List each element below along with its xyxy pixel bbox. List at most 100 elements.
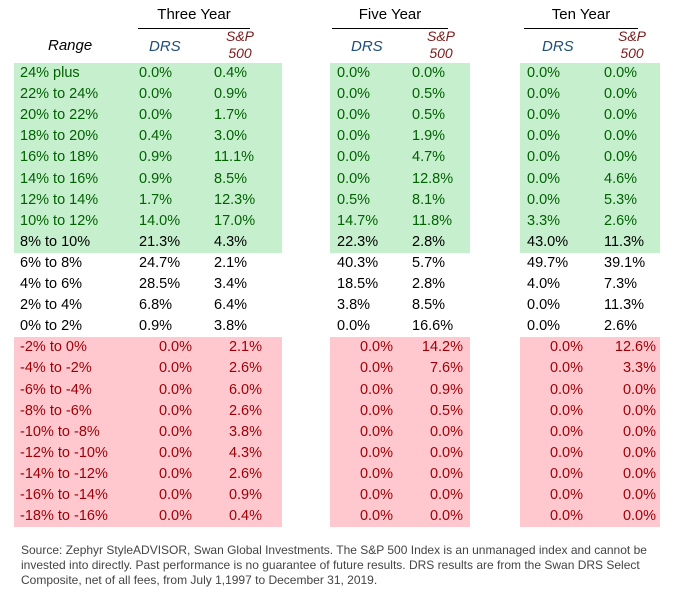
drs-value-cell: 0.0% bbox=[158, 360, 192, 377]
row-range-label: 2% to 4% bbox=[20, 297, 83, 314]
green-band bbox=[520, 63, 660, 253]
row-range-label: 22% to 24% bbox=[20, 86, 99, 103]
sp500-value-cell: 2.6% bbox=[604, 318, 638, 335]
sp500-value-cell: 2.1% bbox=[214, 254, 248, 271]
row-range-label: -6% to -4% bbox=[20, 381, 92, 398]
drs-value-cell: 0.0% bbox=[549, 339, 583, 356]
sp500-value-cell: 7.6% bbox=[429, 360, 463, 377]
sp500-value-cell: 3.4% bbox=[214, 276, 248, 292]
drs-value-cell: 1.7% bbox=[139, 191, 173, 208]
green-band bbox=[330, 63, 470, 253]
sp500-value-cell: 0.0% bbox=[622, 423, 656, 440]
sp500-value-cell: 0.0% bbox=[622, 402, 656, 419]
drs-value-cell: 0.9% bbox=[139, 149, 173, 166]
drs-value-cell: 0.0% bbox=[337, 107, 371, 124]
drs-value-cell: 0.0% bbox=[527, 86, 561, 103]
sp500-value-cell: 39.1% bbox=[604, 254, 646, 271]
drs-value-cell: 0.0% bbox=[527, 149, 561, 166]
drs-column-header: DRS bbox=[149, 38, 181, 55]
red-band bbox=[330, 337, 470, 528]
drs-value-cell: 49.7% bbox=[527, 254, 569, 271]
drs-value-cell: 0.0% bbox=[139, 107, 173, 124]
drs-value-cell: 0.0% bbox=[549, 508, 583, 525]
drs-value-cell: 0.0% bbox=[359, 465, 393, 482]
sp500-value-cell: 0.0% bbox=[622, 487, 656, 503]
sp500-value-cell: 1.9% bbox=[412, 128, 446, 145]
drs-value-cell: 18.5% bbox=[337, 276, 379, 292]
sp500-value-cell: 3.0% bbox=[214, 128, 248, 145]
sp500-value-cell: 0.0% bbox=[429, 423, 463, 440]
row-range-label: -10% to -8% bbox=[20, 423, 100, 440]
row-range-label: 12% to 14% bbox=[20, 191, 99, 208]
drs-value-cell: 0.0% bbox=[359, 402, 393, 419]
drs-value-cell: 0.0% bbox=[359, 487, 393, 503]
row-range-label: 14% to 16% bbox=[20, 170, 99, 187]
drs-value-cell: 0.0% bbox=[158, 444, 192, 461]
sp500-value-cell: 0.9% bbox=[214, 86, 248, 103]
sp500-value-cell: 8.5% bbox=[412, 297, 446, 314]
sp500-value-cell: 0.0% bbox=[604, 128, 638, 145]
period-header-three-year: Three Year bbox=[138, 2, 250, 29]
row-range-label: -12% to -10% bbox=[20, 444, 108, 461]
sp500-value-cell: 4.3% bbox=[228, 444, 262, 461]
row-range-label: -8% to -6% bbox=[20, 402, 92, 419]
drs-value-cell: 0.0% bbox=[527, 128, 561, 145]
sp500-value-cell: 7.3% bbox=[604, 276, 638, 292]
drs-value-cell: 0.0% bbox=[527, 170, 561, 187]
sp500-value-cell: 5.3% bbox=[604, 191, 638, 208]
sp500-value-cell: 0.0% bbox=[429, 465, 463, 482]
sp500-value-cell: 6.4% bbox=[214, 297, 248, 314]
sp500-value-cell: 4.3% bbox=[214, 233, 248, 250]
sp500-value-cell: 2.8% bbox=[412, 233, 446, 250]
drs-value-cell: 14.7% bbox=[337, 212, 379, 229]
drs-value-cell: 0.0% bbox=[527, 107, 561, 124]
drs-value-cell: 0.0% bbox=[139, 86, 173, 103]
sp500-value-cell: 2.6% bbox=[604, 212, 638, 229]
drs-value-cell: 0.0% bbox=[549, 423, 583, 440]
row-range-label: 4% to 6% bbox=[20, 276, 83, 292]
drs-value-cell: 14.0% bbox=[139, 212, 181, 229]
sp500-column-header: S&P 500 bbox=[617, 28, 646, 61]
sp500-value-cell: 1.7% bbox=[214, 107, 248, 124]
sp500-value-cell: 0.5% bbox=[412, 86, 446, 103]
drs-value-cell: 0.0% bbox=[549, 465, 583, 482]
row-range-label: -18% to -16% bbox=[20, 508, 108, 525]
table-body: 24% plus 0.0% 0.4% 0.0% 0.0% 0.0% 0.0% 22% to 2… bbox=[14, 63, 660, 528]
row-range-label: -2% to 0% bbox=[20, 339, 87, 356]
sp500-column-header: S&P 500 bbox=[225, 28, 254, 61]
sp500-value-cell: 0.0% bbox=[429, 487, 463, 503]
drs-value-cell: 0.0% bbox=[359, 508, 393, 525]
sp500-value-cell: 11.8% bbox=[412, 212, 453, 229]
row-range-label: 16% to 18% bbox=[20, 149, 99, 166]
sp500-value-cell: 16.6% bbox=[412, 318, 454, 335]
row-range-label: -14% to -12% bbox=[20, 465, 108, 482]
sp500-value-cell: 0.0% bbox=[604, 86, 638, 103]
sp500-value-cell: 0.0% bbox=[622, 381, 656, 398]
sp500-value-cell: 6.0% bbox=[228, 381, 262, 398]
row-range-label: 20% to 22% bbox=[20, 107, 99, 124]
sp500-value-cell: 11.3% bbox=[604, 297, 645, 314]
sp500-column-header: S&P 500 bbox=[426, 28, 455, 61]
sp500-value-cell: 0.0% bbox=[604, 65, 638, 81]
drs-value-cell: 0.0% bbox=[158, 339, 192, 356]
sp500-value-cell: 0.0% bbox=[412, 65, 446, 81]
drs-value-cell: 0.0% bbox=[359, 360, 393, 377]
row-range-label: 24% plus bbox=[20, 65, 80, 81]
drs-value-cell: 0.0% bbox=[527, 65, 561, 81]
sp500-value-cell: 8.5% bbox=[214, 170, 248, 187]
sp500-value-cell: 3.3% bbox=[622, 360, 656, 377]
sp500-value-cell: 0.9% bbox=[228, 487, 262, 503]
drs-value-cell: 0.0% bbox=[359, 423, 393, 440]
sp500-value-cell: 11.1% bbox=[214, 149, 255, 166]
sp500-value-cell: 0.0% bbox=[429, 444, 463, 461]
sp500-value-cell: 0.0% bbox=[622, 465, 656, 482]
drs-value-cell: 0.0% bbox=[337, 170, 371, 187]
drs-value-cell: 0.0% bbox=[337, 318, 371, 335]
sp500-value-cell: 3.8% bbox=[214, 318, 248, 335]
drs-column-header: DRS bbox=[542, 38, 574, 55]
sp500-value-cell: 0.5% bbox=[429, 402, 463, 419]
sp500-value-cell: 3.8% bbox=[228, 423, 262, 440]
drs-value-cell: 0.0% bbox=[158, 402, 192, 419]
sp500-value-cell: 0.0% bbox=[429, 508, 463, 525]
sp500-value-cell: 12.8% bbox=[412, 170, 454, 187]
